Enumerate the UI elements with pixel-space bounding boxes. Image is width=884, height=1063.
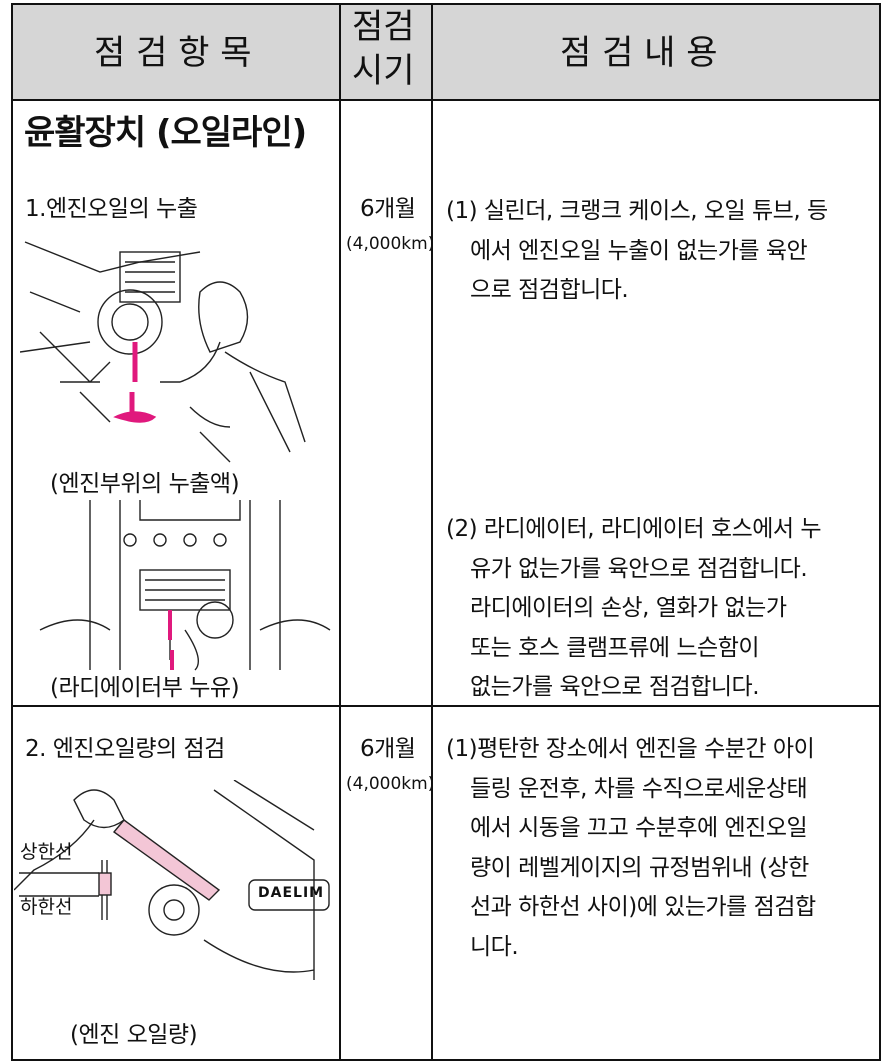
content-line: 니다. <box>470 933 519 960</box>
content-line: 없는가를 육안으로 점검합니다. <box>470 674 760 700</box>
caption: (라디에이터부 누유) <box>50 675 240 701</box>
item-title: 1.엔진오일의 누출 <box>25 196 198 222</box>
period: 6개월 <box>360 196 416 222</box>
oil-gauge-illustration <box>14 780 330 980</box>
content-line: 라디에이터의 손상, 열화가 없는가 <box>470 595 787 621</box>
engine-leak-illustration <box>20 241 306 463</box>
content-line: 으로 점검합니다. <box>470 277 629 303</box>
header-cell: 점 검 항 목 <box>94 33 252 73</box>
content-line: (1) 실린더, 크랭크 케이스, 오일 튜브, 등 <box>446 198 828 224</box>
gauge-label: 상한선 <box>20 841 73 863</box>
brand-label: DAELIM <box>258 885 325 901</box>
caption: (엔진부위의 누출액) <box>50 471 240 497</box>
header-cell: 시기 <box>352 51 415 91</box>
period: 6개월 <box>360 736 416 762</box>
content-line: 들링 운전후, 차를 수직으로세운상태 <box>470 775 808 802</box>
distance: (4,000km) <box>346 774 435 794</box>
content-line: 유가 없는가를 육안으로 점검합니다. <box>470 555 808 582</box>
section-title: 윤활장치 (오일라인) <box>24 113 307 153</box>
header-cell: 점 검 내 용 <box>560 33 718 73</box>
header-cell: 점검 <box>352 7 415 47</box>
content-line: (1)평탄한 장소에서 엔진을 수분간 아이 <box>446 736 815 762</box>
caption: (엔진 오일량) <box>70 1022 198 1048</box>
content-line: (2) 라디에이터, 라디에이터 호스에서 누 <box>446 516 822 542</box>
content-line: 에서 엔진오일 누출이 없는가를 육안 <box>470 237 808 264</box>
radiator-illustration <box>39 500 331 671</box>
content-line: 에서 시동을 끄고 수분후에 엔진오일 <box>470 815 808 841</box>
item-title: 2. 엔진오일량의 점검 <box>25 736 225 762</box>
gauge-label: 하한선 <box>20 896 73 918</box>
content-line: 또는 호스 클램프류에 느슨함이 <box>470 634 760 661</box>
distance: (4,000km) <box>346 234 435 254</box>
content-line: 선과 하한선 사이)에 있는가를 점검합 <box>470 894 816 920</box>
content-line: 량이 레벨게이지의 규정범위내 (상한 <box>470 854 809 881</box>
